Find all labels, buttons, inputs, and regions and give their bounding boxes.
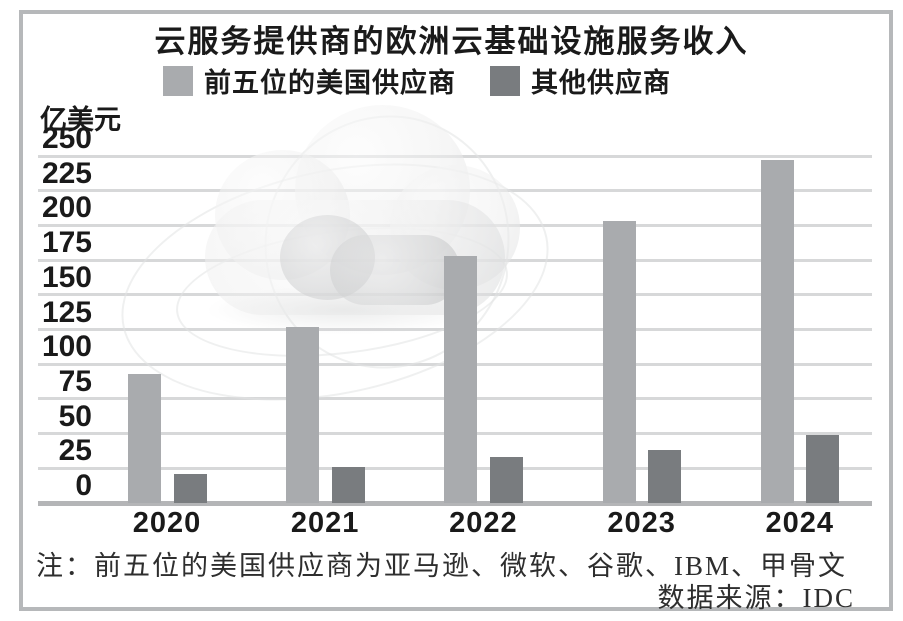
- y-axis-unit-label: 亿美元: [40, 105, 121, 135]
- legend-item-top5-us: 前五位的美国供应商: [163, 61, 456, 100]
- legend-swatch-top5-us: [163, 65, 193, 96]
- legend: 前五位的美国供应商 其他供应商: [163, 61, 671, 100]
- legend-label-others: 其他供应商: [531, 68, 671, 98]
- chart-title: 云服务提供商的欧洲云基础设施服务收入: [154, 24, 749, 59]
- legend-item-others: 其他供应商: [490, 61, 671, 100]
- legend-swatch-others: [490, 65, 520, 96]
- legend-label-top5-us: 前五位的美国供应商: [204, 68, 456, 98]
- footnote: 注：前五位的美国供应商为亚马逊、微软、谷歌、IBM、甲骨文: [36, 551, 848, 581]
- figure-frame: [19, 10, 893, 611]
- data-source: 数据来源：IDC: [657, 583, 855, 613]
